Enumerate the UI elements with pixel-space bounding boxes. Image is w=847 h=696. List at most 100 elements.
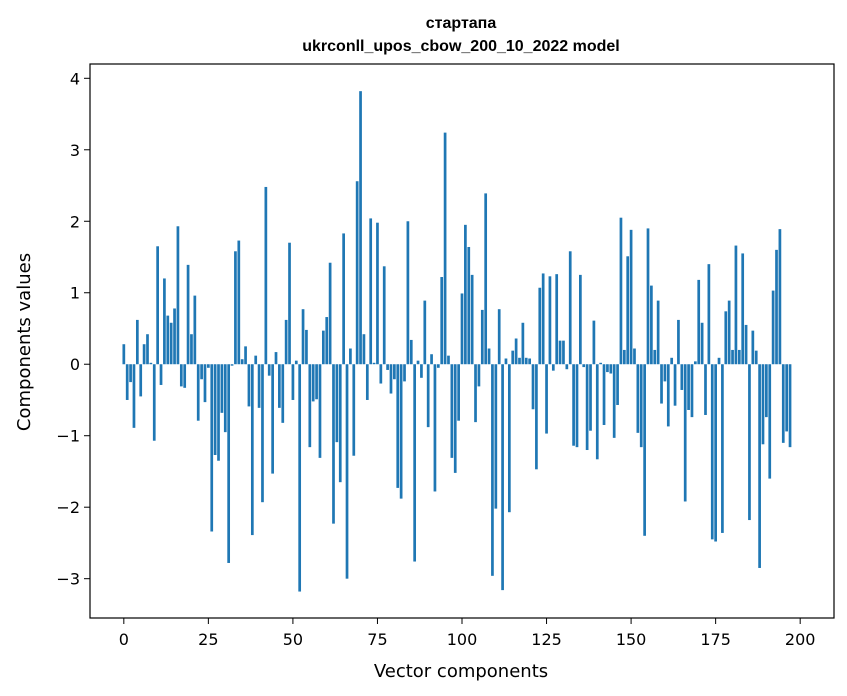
bar xyxy=(484,193,488,365)
bar xyxy=(734,245,738,365)
y-tick-label: 3 xyxy=(70,141,80,160)
bar xyxy=(768,364,772,479)
bar xyxy=(308,364,312,448)
x-tick-label: 75 xyxy=(367,630,387,649)
bar xyxy=(311,364,315,402)
bar xyxy=(748,364,751,521)
bar xyxy=(135,319,139,365)
bar xyxy=(687,364,690,410)
bar xyxy=(443,132,447,365)
bar xyxy=(521,322,525,365)
bar xyxy=(166,315,170,365)
bar xyxy=(494,364,498,509)
bar xyxy=(413,364,417,562)
bar xyxy=(474,364,477,423)
bar xyxy=(264,186,268,365)
bar xyxy=(595,364,599,460)
bar xyxy=(159,364,163,385)
bar xyxy=(261,364,264,503)
bar xyxy=(497,309,501,365)
bar xyxy=(257,364,261,408)
bar xyxy=(362,334,366,365)
bar xyxy=(589,364,592,431)
bar xyxy=(697,279,701,365)
bar xyxy=(656,300,660,365)
bar xyxy=(639,364,643,448)
bar xyxy=(281,364,285,423)
bar xyxy=(744,324,748,365)
bar xyxy=(430,354,433,365)
y-tick-label: −3 xyxy=(56,570,80,589)
bar xyxy=(501,364,504,591)
bar xyxy=(558,340,562,365)
bar xyxy=(240,359,244,365)
y-tick-label: 0 xyxy=(70,355,80,374)
bar xyxy=(372,362,376,365)
bar xyxy=(727,300,731,365)
bar xyxy=(693,361,697,365)
bar xyxy=(470,274,474,365)
bar xyxy=(223,364,227,433)
bar xyxy=(332,364,335,524)
bar xyxy=(288,242,291,365)
x-tick-label: 200 xyxy=(785,630,816,649)
bar xyxy=(376,222,379,365)
bar xyxy=(602,364,606,425)
bar xyxy=(213,364,217,456)
bar xyxy=(487,348,491,365)
bar xyxy=(670,357,674,365)
bar xyxy=(230,364,234,366)
bar xyxy=(284,319,288,365)
bar xyxy=(721,364,724,533)
bar xyxy=(572,364,575,446)
bar xyxy=(207,364,210,368)
bar xyxy=(643,364,646,536)
bar xyxy=(349,348,352,365)
x-tick-label: 50 xyxy=(283,630,303,649)
bar xyxy=(565,364,569,370)
bar xyxy=(680,364,684,390)
bar xyxy=(423,300,427,365)
bar xyxy=(217,364,220,461)
bar xyxy=(541,273,545,365)
bar xyxy=(653,349,657,365)
bar xyxy=(420,364,423,378)
bar xyxy=(778,229,782,365)
bar xyxy=(514,338,518,365)
bar-series xyxy=(122,91,792,592)
bar xyxy=(318,364,322,458)
bar xyxy=(622,349,626,365)
bar xyxy=(511,350,515,365)
bar xyxy=(491,364,494,576)
bar xyxy=(250,364,254,536)
bar xyxy=(464,224,467,365)
bar xyxy=(267,364,271,376)
bar xyxy=(677,319,680,365)
bar xyxy=(365,364,369,400)
bar xyxy=(271,364,274,474)
bar xyxy=(785,364,789,432)
bar xyxy=(467,247,471,365)
bar xyxy=(477,364,481,387)
bar xyxy=(710,364,714,540)
chart-title-line-1: стартапа xyxy=(426,15,497,32)
bar xyxy=(528,358,531,365)
bar xyxy=(619,217,623,365)
bar xyxy=(426,364,430,428)
y-axis-label: Components values xyxy=(14,253,35,431)
bar xyxy=(480,309,484,365)
bar xyxy=(714,364,717,542)
bar xyxy=(369,218,373,365)
bar xyxy=(440,277,444,365)
bar xyxy=(700,322,704,365)
bar xyxy=(524,357,528,365)
x-axis-label: Vector components xyxy=(374,661,548,682)
bar xyxy=(626,256,630,365)
bar xyxy=(305,329,308,365)
bar xyxy=(690,364,694,418)
bar xyxy=(646,228,650,365)
bar xyxy=(156,246,159,365)
bar xyxy=(278,364,281,408)
bar xyxy=(379,364,383,384)
